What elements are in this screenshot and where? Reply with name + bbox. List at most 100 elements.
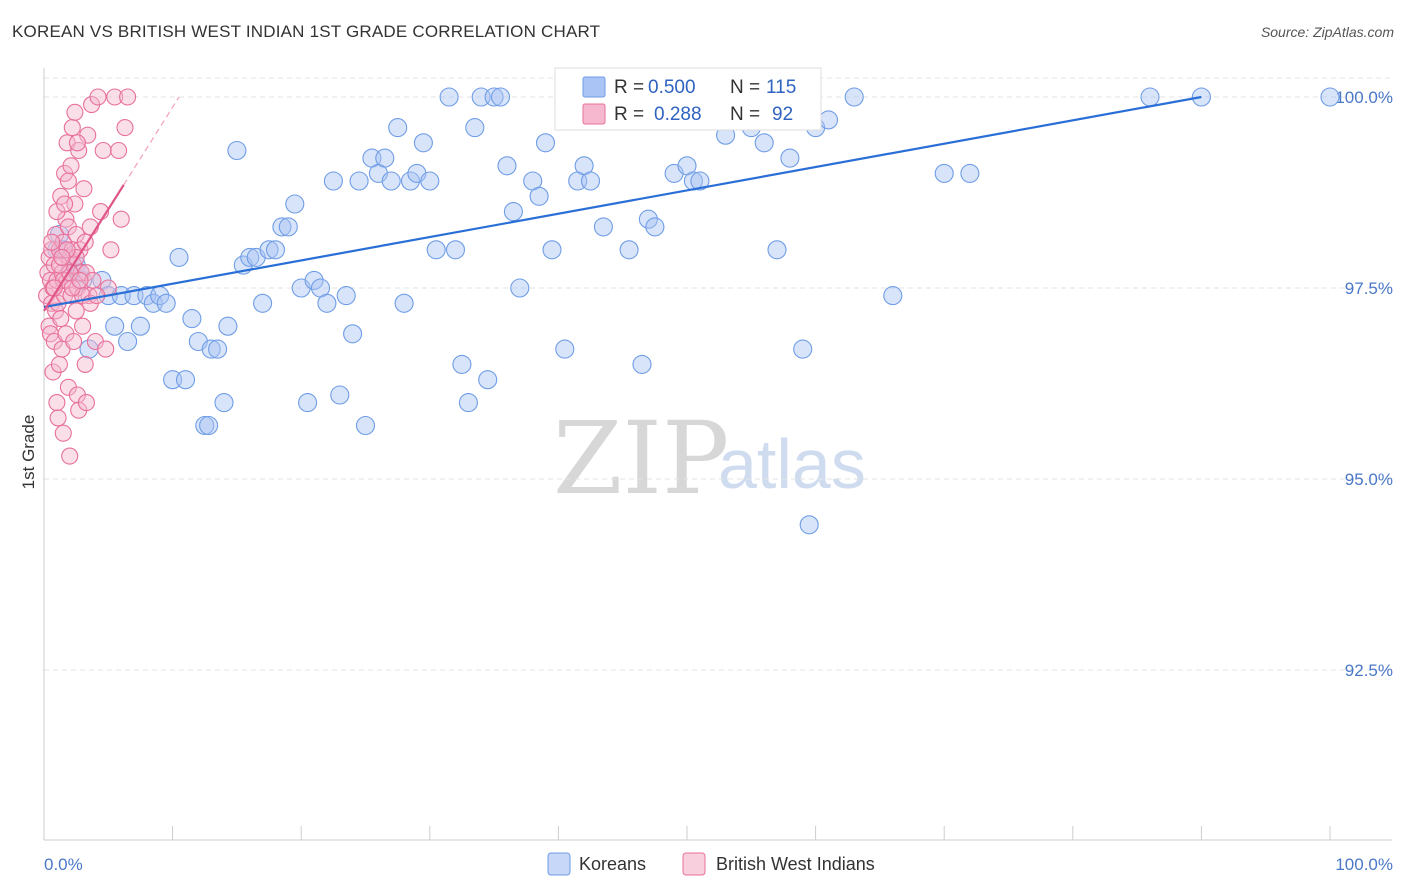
point-korean [934,163,954,183]
series-british-west-indians [38,88,137,465]
point-korean [218,316,238,336]
point-korean [458,393,478,413]
bottom-legend: Koreans British West Indians [547,852,875,876]
point-korean [529,186,549,206]
point-korean [323,171,343,191]
legend-r-value-2: 0.288 [654,104,702,125]
legend-swatch-bwi [582,103,606,125]
point-korean [535,133,556,153]
point-bwi [94,141,112,160]
point-korean [799,515,819,535]
point-korean [497,156,517,176]
point-korean [278,217,298,237]
stats-legend: R = 0.500 N = 115 R = 0.288 N = 92 [554,67,822,131]
y-tick-label: 92.5% [1345,661,1393,680]
point-korean [490,87,511,107]
point-bwi [116,119,134,137]
gridlines [44,77,1392,671]
source-credit: Source: ZipAtlas.com [1260,24,1394,40]
point-korean [632,354,652,374]
point-korean [182,309,202,329]
legend-swatch-koreans [582,76,606,98]
point-bwi [61,447,79,465]
point-korean [478,370,498,390]
point-bwi [53,248,71,266]
y-tick-labels: 100.0% 97.5% 95.0% 92.5% [1335,88,1393,680]
bottom-legend-swatch-koreans [547,852,571,876]
point-korean [780,148,800,168]
point-korean [259,240,279,260]
point-korean [844,87,864,107]
point-bwi [119,88,137,106]
chart-title: KOREAN VS BRITISH WEST INDIAN 1ST GRADE … [12,22,601,41]
point-korean [285,194,305,214]
point-korean [304,270,324,290]
point-korean [336,286,356,306]
bottom-legend-swatch-bwi [682,852,706,876]
bottom-legend-label-koreans: Koreans [579,854,646,874]
point-bwi [56,195,74,213]
point-korean [330,385,350,405]
point-bwi [89,88,107,106]
point-bwi [102,241,120,259]
point-bwi [43,233,61,251]
point-korean [883,286,903,306]
point-bwi [63,119,81,137]
point-korean [272,217,292,237]
point-korean [465,118,485,138]
axes [43,68,1392,841]
y-tick-label: 95.0% [1345,470,1393,489]
legend-n-value-2: 92 [772,104,793,125]
point-korean [265,240,286,260]
point-korean [201,339,221,359]
x-tick-label: 100.0% [1335,855,1393,874]
x-tick-labels: 0.0% 100.0% [44,855,1393,874]
bottom-legend-label-bwi: British West Indians [716,854,875,874]
point-korean [130,316,150,336]
point-korean [960,163,980,183]
trend-extension-bwi [123,96,180,186]
point-bwi [112,210,130,228]
point-korean [690,171,710,191]
point-korean [394,293,414,313]
point-korean [253,293,273,313]
point-bwi [106,88,124,106]
watermark-zip: ZIP [553,400,729,517]
point-korean [156,293,176,313]
point-bwi [54,424,72,442]
point-bwi [110,141,128,160]
point-korean [484,87,504,107]
point-korean [767,240,787,260]
trend-line-bwi [43,184,125,312]
point-korean [445,240,466,260]
point-korean [343,324,363,344]
watermark-atlas: atlas [718,425,866,503]
point-bwi [49,409,67,427]
point-korean [208,339,228,359]
y-tick-label: 100.0% [1335,88,1393,107]
point-korean [199,415,219,436]
point-korean [580,171,601,191]
point-korean [593,217,613,237]
legend-r-value-1: 0.500 [648,77,696,98]
trend-line-koreans [43,95,1202,309]
point-bwi [97,340,115,358]
point-korean [227,140,247,161]
point-korean [555,339,575,359]
point-bwi [77,394,95,412]
point-korean [452,354,472,374]
point-korean [645,217,665,237]
point-korean [388,118,408,138]
point-korean [355,415,376,436]
point-korean [439,87,459,107]
legend-r-label-1: R = [614,77,644,98]
point-korean [240,247,260,267]
point-korean [510,278,530,298]
point-korean [413,133,433,153]
point-korean [175,370,196,390]
point-bwi [62,157,80,175]
point-korean [793,339,813,359]
point-korean [375,148,395,168]
legend-n-label-1: N = [730,77,760,98]
